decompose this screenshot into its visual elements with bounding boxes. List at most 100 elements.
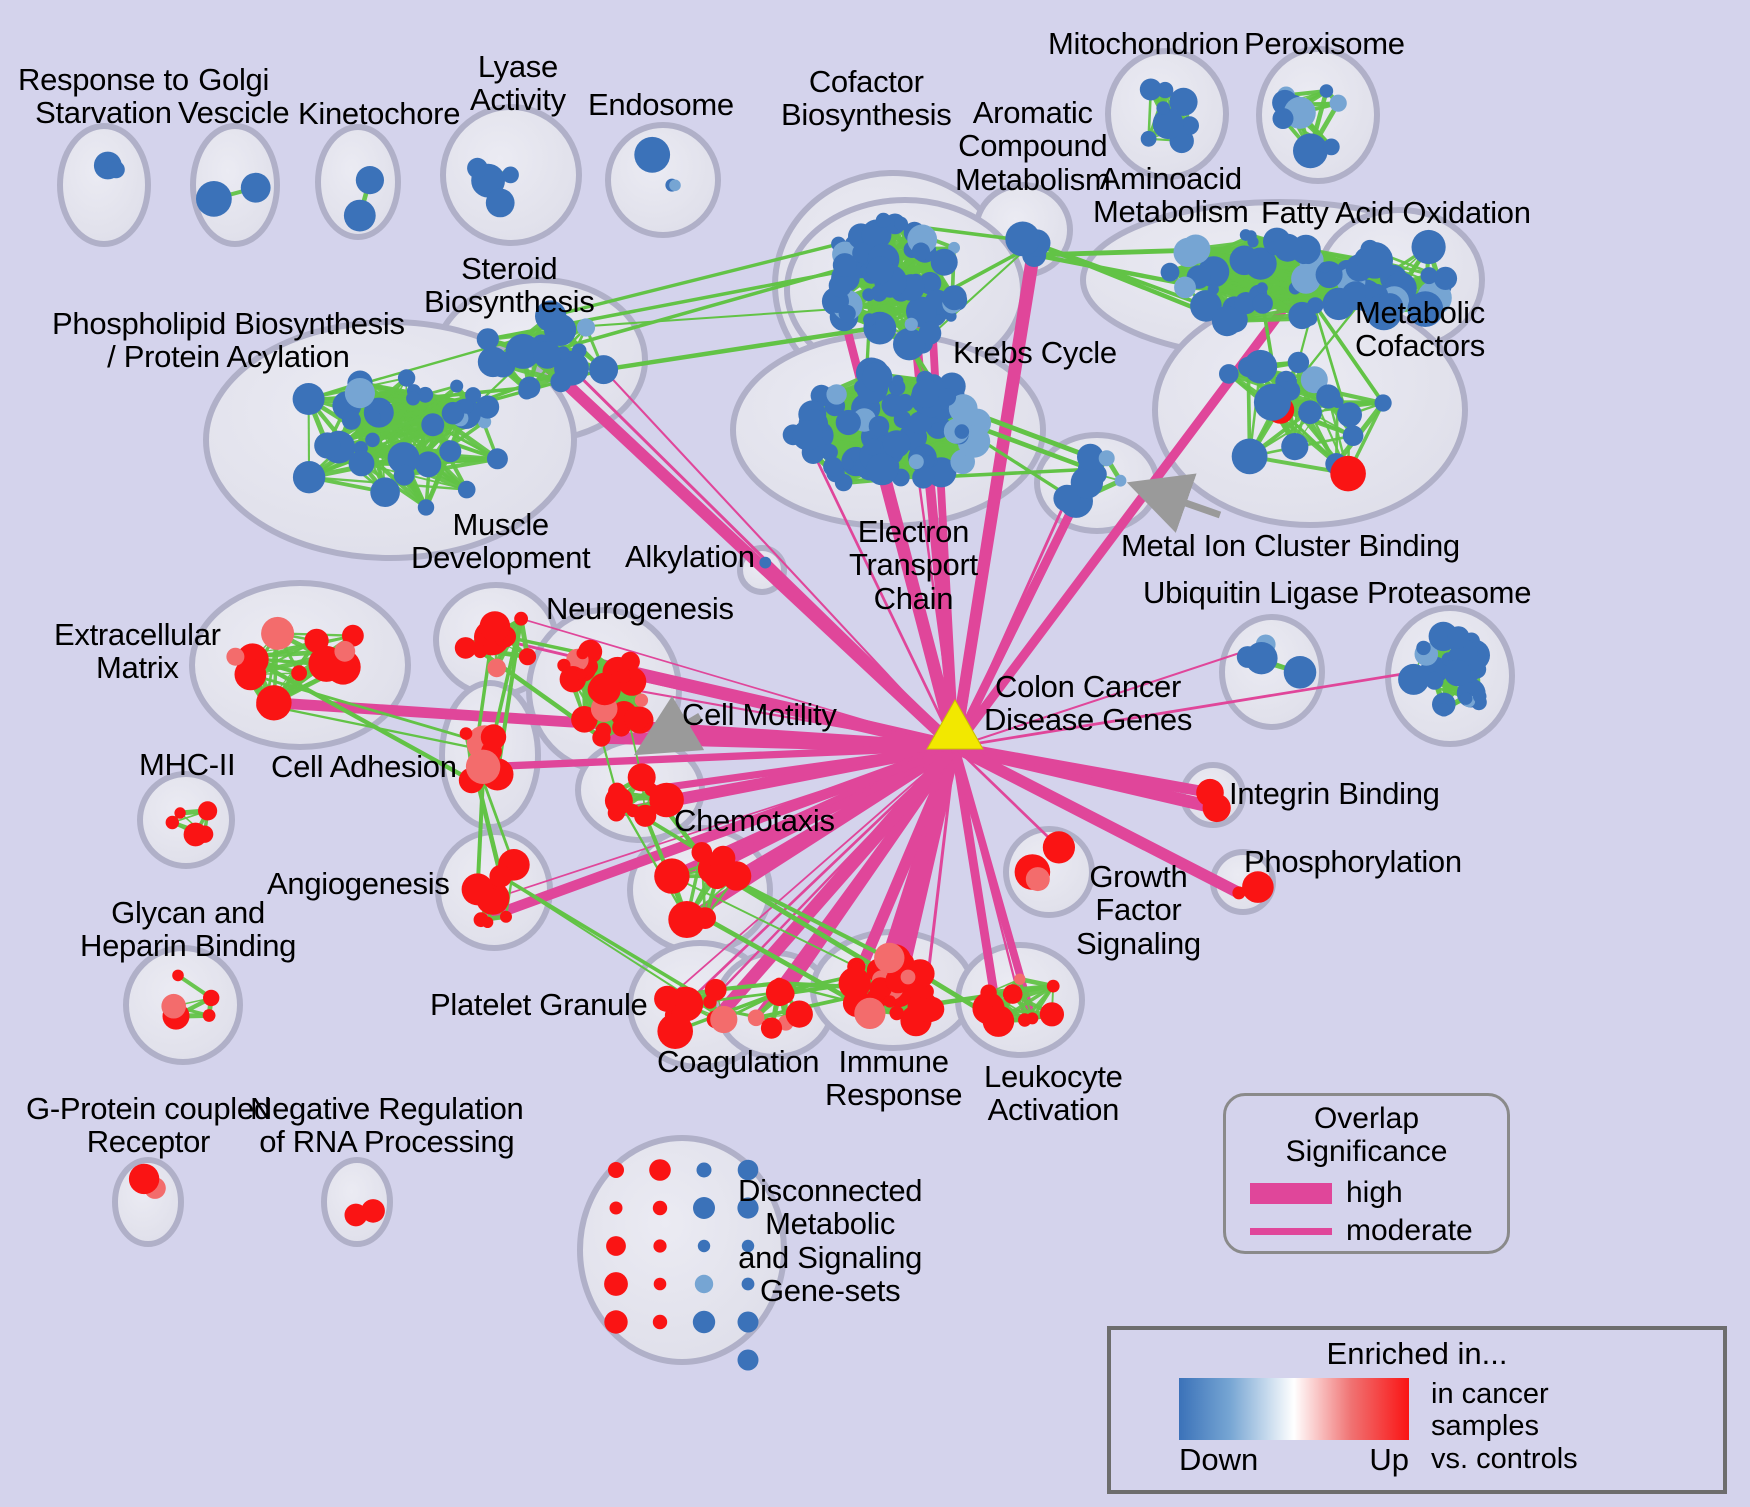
gene-set-node[interactable] <box>1437 703 1451 717</box>
gene-set-node[interactable] <box>916 998 941 1023</box>
gene-set-node[interactable] <box>1253 383 1291 421</box>
gene-set-node[interactable] <box>870 284 888 302</box>
gene-set-node[interactable] <box>370 477 400 508</box>
colon-cancer-hub-node[interactable] <box>926 698 984 750</box>
gene-set-node[interactable] <box>634 136 671 173</box>
gene-set-node[interactable] <box>694 1274 714 1294</box>
gene-set-node[interactable] <box>868 415 890 437</box>
gene-set-node[interactable] <box>1374 394 1392 412</box>
gene-set-node[interactable] <box>1180 116 1199 135</box>
gene-set-node[interactable] <box>256 685 292 721</box>
gene-set-node[interactable] <box>365 409 381 425</box>
gene-set-node[interactable] <box>342 624 364 647</box>
gene-set-node[interactable] <box>334 640 356 662</box>
gene-set-node[interactable] <box>626 804 640 818</box>
gene-set-node[interactable] <box>954 424 970 439</box>
gene-set-node[interactable] <box>930 422 945 436</box>
gene-set-node[interactable] <box>696 1162 712 1178</box>
gene-set-node[interactable] <box>911 379 941 408</box>
gene-set-node[interactable] <box>908 411 932 434</box>
gene-set-node[interactable] <box>900 969 916 985</box>
gene-set-node[interactable] <box>387 442 420 475</box>
gene-set-node[interactable] <box>348 450 375 477</box>
gene-set-node[interactable] <box>450 379 464 393</box>
gene-set-node[interactable] <box>505 333 541 369</box>
gene-set-node[interactable] <box>854 997 886 1029</box>
gene-set-node[interactable] <box>892 375 904 387</box>
gene-set-node[interactable] <box>624 706 649 731</box>
gene-set-node[interactable] <box>609 1201 623 1215</box>
gene-set-node[interactable] <box>938 388 957 406</box>
gene-set-node[interactable] <box>710 1005 738 1034</box>
gene-set-node[interactable] <box>535 300 567 332</box>
gene-set-node[interactable] <box>406 391 421 406</box>
gene-set-node[interactable] <box>893 328 926 361</box>
gene-set-node[interactable] <box>747 1009 765 1027</box>
gene-set-node[interactable] <box>918 321 942 345</box>
gene-set-node[interactable] <box>1420 267 1438 285</box>
gene-set-node[interactable] <box>361 1199 385 1223</box>
gene-set-node[interactable] <box>314 432 341 459</box>
gene-set-node[interactable] <box>737 1311 759 1333</box>
cluster-halo[interactable] <box>321 1157 393 1247</box>
gene-set-node[interactable] <box>473 912 489 928</box>
gene-set-node[interactable] <box>393 464 415 486</box>
gene-set-node[interactable] <box>1070 466 1104 499</box>
gene-set-node[interactable] <box>226 647 245 666</box>
gene-set-node[interactable] <box>1272 108 1294 129</box>
gene-set-node[interactable] <box>571 706 598 733</box>
gene-set-node[interactable] <box>1416 640 1431 656</box>
gene-set-node[interactable] <box>1337 402 1362 428</box>
gene-set-node[interactable] <box>1341 281 1370 311</box>
gene-set-node[interactable] <box>792 420 823 451</box>
gene-set-node[interactable] <box>889 1005 904 1021</box>
gene-set-node[interactable] <box>1140 130 1157 147</box>
gene-set-node[interactable] <box>439 440 462 463</box>
gene-set-node[interactable] <box>948 394 978 423</box>
gene-set-node[interactable] <box>838 967 871 1000</box>
gene-set-node[interactable] <box>875 212 892 228</box>
gene-set-node[interactable] <box>457 480 476 499</box>
gene-set-node[interactable] <box>634 693 649 707</box>
gene-set-node[interactable] <box>616 668 632 684</box>
gene-set-node[interactable] <box>1300 366 1328 394</box>
gene-set-node[interactable] <box>604 786 633 815</box>
gene-set-node[interactable] <box>1273 233 1302 262</box>
gene-set-node[interactable] <box>576 647 589 660</box>
gene-set-node[interactable] <box>1459 692 1473 705</box>
gene-set-node[interactable] <box>240 172 271 203</box>
gene-set-node[interactable] <box>930 248 958 276</box>
gene-set-node[interactable] <box>518 382 536 400</box>
gene-set-node[interactable] <box>1114 474 1127 487</box>
gene-set-node[interactable] <box>473 644 488 659</box>
gene-set-node[interactable] <box>1376 293 1404 320</box>
gene-set-node[interactable] <box>1042 831 1075 864</box>
gene-set-node[interactable] <box>1234 292 1257 315</box>
gene-set-node[interactable] <box>195 825 214 843</box>
gene-set-node[interactable] <box>1002 984 1023 1004</box>
gene-set-node[interactable] <box>908 454 924 470</box>
gene-set-node[interactable] <box>862 362 893 393</box>
gene-set-node[interactable] <box>341 410 361 430</box>
gene-set-node[interactable] <box>1046 979 1060 993</box>
gene-set-node[interactable] <box>502 166 519 184</box>
gene-set-node[interactable] <box>1005 221 1041 257</box>
gene-set-node[interactable] <box>826 384 847 405</box>
gene-set-node[interactable] <box>172 969 184 982</box>
gene-set-node[interactable] <box>441 401 465 425</box>
gene-set-node[interactable] <box>1293 133 1328 169</box>
gene-set-node[interactable] <box>894 216 908 231</box>
gene-set-node[interactable] <box>576 318 596 337</box>
gene-set-node[interactable] <box>500 910 512 923</box>
gene-set-node[interactable] <box>1202 793 1231 823</box>
gene-set-node[interactable] <box>653 1277 667 1291</box>
gene-set-node[interactable] <box>1169 87 1198 116</box>
gene-set-node[interactable] <box>589 355 619 385</box>
gene-set-node[interactable] <box>476 328 499 351</box>
gene-set-node[interactable] <box>1287 351 1310 374</box>
gene-set-node[interactable] <box>417 499 435 516</box>
gene-set-node[interactable] <box>107 160 125 179</box>
gene-set-node[interactable] <box>1319 261 1331 274</box>
gene-set-node[interactable] <box>1219 364 1239 384</box>
gene-set-node[interactable] <box>1232 886 1246 900</box>
